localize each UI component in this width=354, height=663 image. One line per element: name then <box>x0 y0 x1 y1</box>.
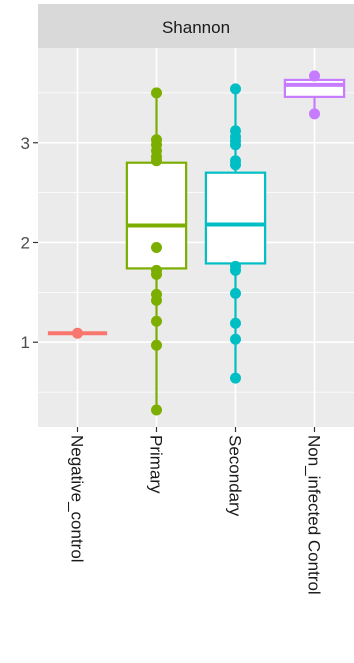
plot-marks <box>47 70 346 416</box>
data-point <box>230 317 241 329</box>
facet-strip-label: Shannon <box>162 18 230 37</box>
data-point <box>309 108 320 120</box>
y-tick-label: 3 <box>21 134 30 153</box>
facet-strip <box>38 4 354 48</box>
data-point <box>151 87 162 99</box>
data-point <box>230 159 241 171</box>
data-point <box>230 372 241 384</box>
data-point <box>230 139 241 151</box>
data-point <box>151 404 162 416</box>
data-point <box>230 333 241 345</box>
box <box>283 78 346 98</box>
data-point <box>151 241 162 253</box>
box-group <box>204 83 267 384</box>
data-point <box>151 155 162 167</box>
x-axis: Negative_control Primary Secondary Non_infe… <box>68 427 324 595</box>
x-tick-label: Secondary <box>226 435 245 517</box>
y-tick-label: 2 <box>21 233 30 252</box>
x-tick-label: Non_infected Control <box>305 435 324 595</box>
box-group <box>283 70 346 120</box>
data-point <box>151 294 162 306</box>
data-point <box>309 70 320 82</box>
x-tick-label: Primary <box>147 435 166 494</box>
box-group <box>47 327 108 339</box>
data-point <box>151 339 162 351</box>
plot-panel <box>38 48 354 427</box>
data-point <box>72 327 83 339</box>
data-point <box>151 268 162 280</box>
y-axis: 1 2 3 <box>21 134 38 352</box>
x-tick-label: Negative_control <box>68 435 87 563</box>
data-point <box>230 287 241 299</box>
box-group <box>125 87 188 416</box>
data-point <box>230 264 241 276</box>
box <box>204 171 267 265</box>
data-point <box>230 83 241 95</box>
y-tick-label: 1 <box>21 333 30 352</box>
data-point <box>151 315 162 327</box>
